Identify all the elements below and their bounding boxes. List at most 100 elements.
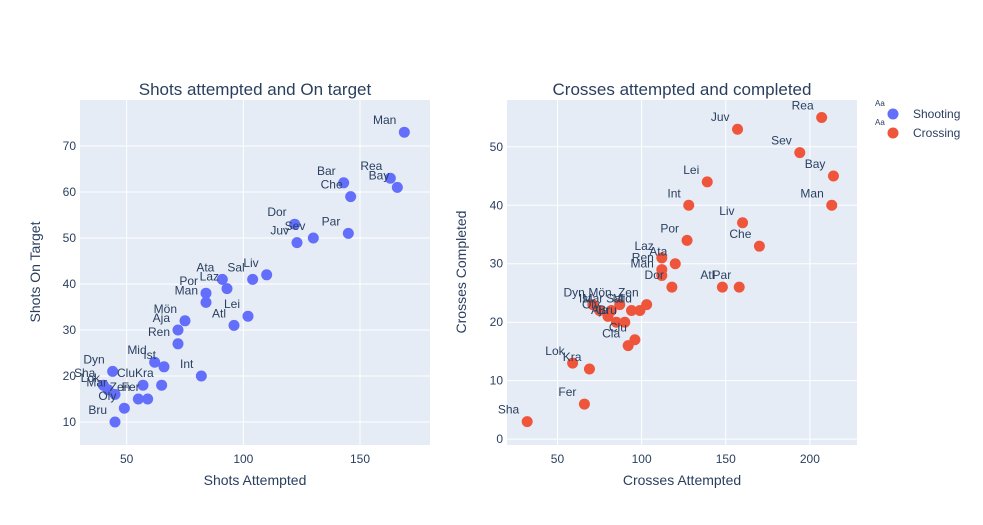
scatter-point[interactable] [216,273,228,285]
scatter-point[interactable] [195,370,207,382]
scatter-point[interactable] [172,338,184,350]
crosses-ticks: 50 100 150 200 0 10 20 30 40 50 [490,140,821,466]
y-tick-label: 20 [490,315,504,329]
point-label: Bru [88,403,107,417]
scatter-point[interactable] [602,310,614,322]
x-tick-label: 200 [800,452,820,466]
scatter-point[interactable] [291,237,303,249]
scatter-point[interactable] [132,393,144,405]
scatter-point[interactable] [109,388,121,400]
point-label: Che [729,227,751,241]
scatter-point[interactable] [338,177,350,189]
legend-shooting-label: Shooting [913,107,960,121]
scatter-point[interactable] [345,191,357,203]
scatter-point[interactable] [578,398,590,410]
point-label: Par [322,214,341,228]
scatter-point[interactable] [753,240,765,252]
scatter-point[interactable] [109,416,121,428]
scatter-point[interactable] [716,281,728,293]
point-label: Lei [683,163,699,177]
shots-gridlines [80,100,430,445]
scatter-point[interactable] [827,170,839,182]
scatter-point[interactable] [200,287,212,299]
scatter-point[interactable] [172,324,184,336]
scatter-point[interactable] [391,181,403,193]
scatter-point[interactable] [521,416,533,428]
point-label: Ren [148,325,170,339]
scatter-point[interactable] [567,357,579,369]
point-label: Aja [153,311,171,325]
point-label: Man [800,186,823,200]
point-label: Mid [613,292,632,306]
point-label: Fer [122,380,140,394]
point-label: Man [630,256,653,270]
scatter-point[interactable] [228,319,240,331]
scatter-point[interactable] [622,340,634,352]
y-tick-label: 60 [63,185,77,199]
y-tick-label: 30 [490,257,504,271]
point-label: Dor [267,205,286,219]
scatter-point[interactable] [626,305,638,317]
scatter-point[interactable] [619,316,631,328]
scatter-point[interactable] [307,232,319,244]
scatter-point[interactable] [384,172,396,184]
scatter-point[interactable] [142,393,154,405]
scatter-point[interactable] [634,305,646,317]
scatter-point[interactable] [179,315,191,327]
point-label: Juv [270,224,289,238]
scatter-point[interactable] [737,217,749,229]
scatter-point[interactable] [594,305,606,317]
scatter-point[interactable] [156,379,168,391]
scatter-point[interactable] [261,269,273,281]
point-label: Bar [317,164,336,178]
scatter-point[interactable] [583,363,595,375]
point-label: Rea [360,159,382,173]
point-label: Bay [805,157,826,171]
scatter-point[interactable] [149,356,161,368]
point-label: Bay [369,168,390,182]
scatter-point[interactable] [118,402,130,414]
x-tick-label: 100 [632,452,652,466]
scatter-point[interactable] [701,176,713,188]
point-label: Lok [81,371,101,385]
scatter-point[interactable] [733,281,745,293]
scatter-point[interactable] [669,258,681,270]
point-label: Sal [606,292,623,306]
point-label: Por [660,221,679,235]
y-tick-label: 0 [496,432,503,446]
y-tick-label: 10 [63,415,77,429]
scatter-point[interactable] [826,199,838,211]
scatter-point[interactable] [610,316,622,328]
scatter-point[interactable] [200,296,212,308]
point-label: Mön [154,302,177,316]
scatter-point[interactable] [342,227,354,239]
scatter-point[interactable] [816,112,828,124]
scatter-point[interactable] [732,123,744,135]
legend-item-crossing[interactable]: Aa Crossing [875,118,960,140]
scatter-point[interactable] [666,281,678,293]
scatter-point[interactable] [221,283,233,295]
scatter-point[interactable] [247,273,259,285]
point-label: Kra [563,350,582,364]
scatter-point[interactable] [614,299,626,311]
shots-ticks: 50 100 150 10 20 30 40 50 60 70 [63,139,371,466]
point-label: Che [321,178,343,192]
legend-shooting-marker [887,108,899,120]
point-label: Juv [711,110,730,124]
scatter-point[interactable] [398,126,410,138]
scatter-point[interactable] [242,310,254,322]
scatter-point[interactable] [158,361,170,373]
scatter-point[interactable] [656,269,668,281]
scatter-point[interactable] [681,234,693,246]
legend-item-shooting[interactable]: Aa Shooting [875,99,960,121]
y-tick-label: 10 [490,374,504,388]
x-tick-label: 100 [233,452,253,466]
scatter-point[interactable] [137,379,149,391]
scatter-point[interactable] [794,147,806,159]
scatter-point[interactable] [107,365,119,377]
scatter-point[interactable] [289,218,301,230]
scatter-point[interactable] [683,199,695,211]
scatter-point[interactable] [656,252,668,264]
